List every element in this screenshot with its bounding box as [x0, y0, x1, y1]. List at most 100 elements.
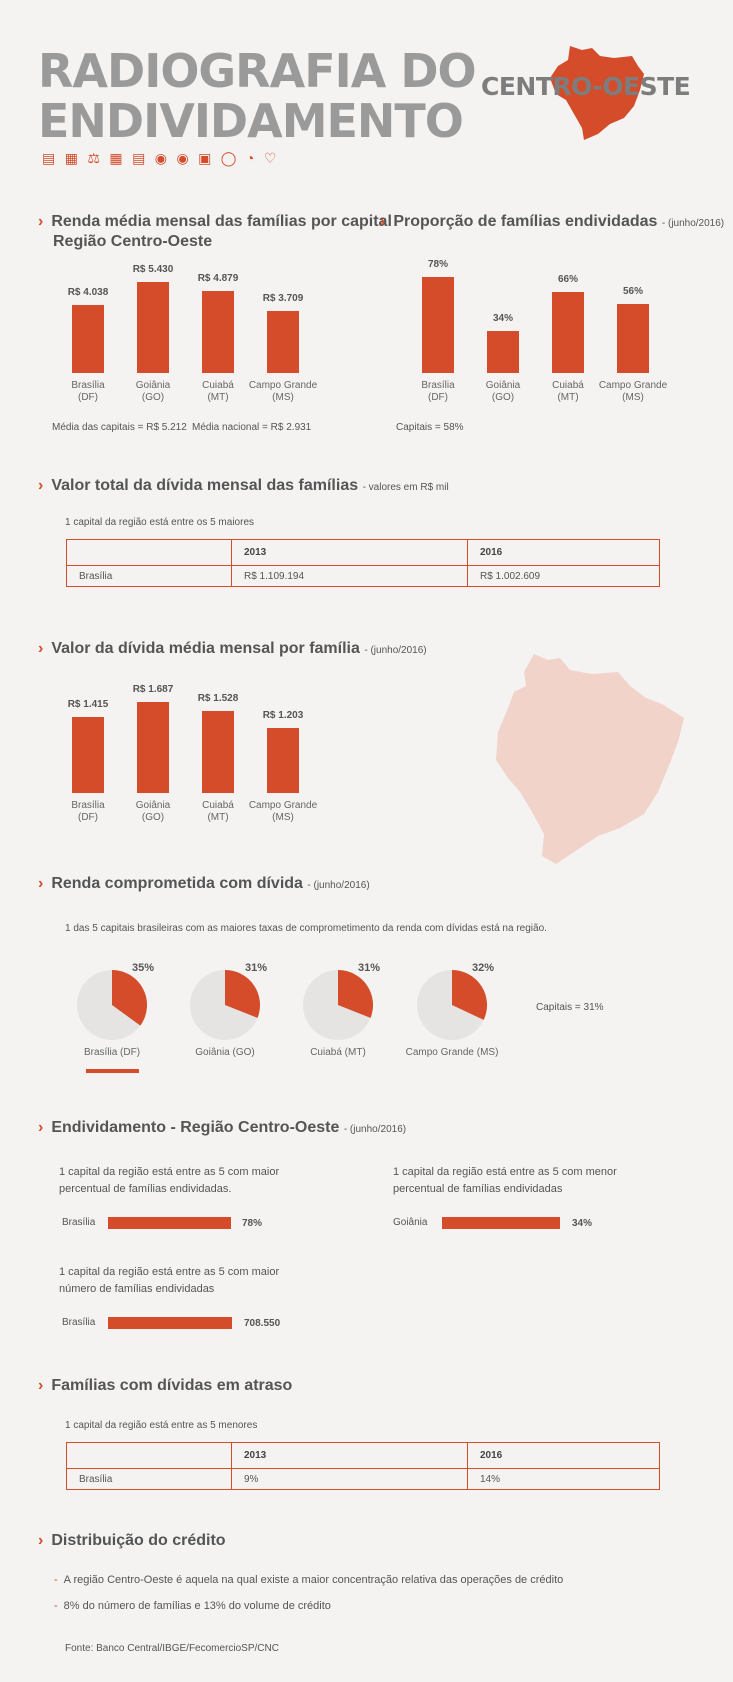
category-label: Campo Grande (MS): [598, 380, 668, 403]
sec7-note: 1 capital da região está entre as 5 meno…: [65, 1420, 258, 1431]
icon-row: ▤ ▦ ⚖ ▦ ▤ ◉ ◉ ▣ ◯ ◔ ♡: [42, 150, 281, 168]
b3-text-line2: número de famílias endividadas: [59, 1283, 215, 1295]
chevron-right-icon: ›: [38, 1532, 44, 1549]
b2-text: 1 capital da região está entre as 5 com …: [393, 1164, 617, 1198]
category-label: Goiânia (GO): [135, 800, 171, 823]
b1-value: 78%: [242, 1218, 263, 1229]
pie-value-label: 31%: [358, 962, 381, 974]
bar-value-label: R$ 1.528: [197, 693, 239, 704]
table-header-2016: 2016: [467, 539, 660, 566]
table-cell-2013: R$ 1.109.194: [231, 565, 468, 587]
bar: [422, 277, 454, 373]
pie-chart: [303, 970, 373, 1040]
bar: [137, 282, 169, 373]
bar-value-label: R$ 1.415: [67, 699, 109, 710]
pie-icon: ◔: [245, 150, 255, 166]
category-label: Cuiabá (MT): [552, 380, 584, 403]
pie-category-label: Brasília (DF): [83, 1047, 141, 1058]
bar: [617, 304, 649, 373]
bar: [72, 305, 104, 373]
sec6-title: Endividamento - Região Centro-Oeste: [51, 1119, 340, 1136]
sec4-subtitle: - (junho/2016): [364, 645, 427, 656]
table-header-row: 2013 2016: [66, 539, 660, 566]
bar-chart-proporcao: 78% Brasília (DF) 34% Goiânia (GO) 66% Cuiabá (M…: [400, 255, 700, 415]
sec1-title-line1: Renda média mensal das famílias por capi…: [51, 213, 392, 230]
chevron-right-icon: ›: [38, 213, 44, 230]
note-capitais-31: Capitais = 31%: [536, 1002, 604, 1013]
bar: [267, 311, 299, 373]
highlight-underline: [86, 1069, 139, 1073]
sec2-title: Proporção de famílias endividadas: [393, 213, 658, 230]
chevron-right-icon: ›: [38, 477, 44, 494]
bar: [72, 717, 104, 793]
bar: [202, 711, 234, 793]
category-label: Brasília (DF): [421, 380, 455, 403]
bar-value-label: R$ 4.879: [197, 273, 239, 284]
category-label: Cuiabá (MT): [202, 800, 234, 823]
b1-text: 1 capital da região está entre as 5 com …: [59, 1164, 279, 1198]
sec3-subtitle: - valores em R$ mil: [362, 482, 449, 493]
pie-chart: [190, 970, 260, 1040]
sec5-note: 1 das 5 capitais brasileiras com as maio…: [65, 923, 547, 934]
sec5-subtitle: - (junho/2016): [307, 880, 370, 891]
table-row: Brasília 9% 14%: [66, 1468, 660, 1490]
note-capitais-58: Capitais = 58%: [396, 422, 464, 433]
category-label: Goiânia (GO): [135, 380, 171, 403]
source-note: Fonte: Banco Central/IBGE/FecomercioSP/C…: [65, 1643, 279, 1654]
title-line-1: RADIOGRAFIA DO: [38, 44, 477, 98]
chevron-right-icon: ›: [380, 213, 386, 230]
bar-value-label: 78%: [427, 259, 448, 270]
b2-bar: [442, 1217, 560, 1229]
bar-chart-divida-media: R$ 1.415 Brasília (DF) R$ 1.687 Goiânia (GO) R…: [50, 675, 350, 835]
section-title-renda-media: › Renda média mensal das famílias por cap…: [38, 212, 392, 252]
bar: [267, 728, 299, 793]
sec3-title: Valor total da dívida mensal das família…: [51, 477, 359, 494]
pie-chart: [77, 970, 147, 1040]
bar-value-label: R$ 5.430: [132, 264, 174, 275]
heart-icon: ♡: [263, 150, 277, 166]
shield-icon: ◯: [220, 150, 237, 166]
b1-text-line2: percentual de famílias endividadas.: [59, 1183, 232, 1195]
table-cell-city: Brasília: [66, 565, 232, 587]
chevron-right-icon: ›: [38, 1119, 44, 1136]
chevron-right-icon: ›: [38, 640, 44, 657]
b3-text-line1: 1 capital da região está entre as 5 com …: [59, 1266, 280, 1278]
table-cell-city: Brasília: [66, 1468, 232, 1490]
bar-value-label: 66%: [557, 274, 578, 285]
page-title: RADIOGRAFIA DO ENDIVIDAMENTO: [38, 44, 477, 146]
bar-value-label: 34%: [492, 313, 513, 324]
table-header-empty: [66, 1442, 232, 1469]
table-cell-2013: 9%: [231, 1468, 468, 1490]
region-title: CENTRO-OESTE: [481, 72, 691, 101]
section-title-distribuicao-credito: › Distribuição do crédito: [38, 1531, 226, 1551]
pie-slice: [338, 970, 373, 1018]
chevron-right-icon: ›: [38, 1377, 44, 1394]
b3-bar: [108, 1317, 232, 1329]
b3-value: 708.550: [244, 1318, 281, 1329]
section-title-valor-total: › Valor total da dívida mensal das famíli…: [38, 476, 449, 498]
bar-value-label: R$ 1.203: [262, 710, 304, 721]
section-title-renda-comprometida: › Renda comprometida com dívida - (junho/…: [38, 874, 370, 896]
b2-text-line2: percentual de famílias endividadas: [393, 1183, 563, 1195]
sec3-note: 1 capital da região está entre os 5 maio…: [65, 517, 254, 528]
table-dividas-atraso: 2013 2016 Brasília 9% 14%: [66, 1442, 660, 1490]
bar-value-label: 56%: [622, 286, 643, 297]
chart-icon: ▤: [42, 150, 56, 166]
safe-icon: ▣: [198, 150, 212, 166]
pie-category-label: Goiânia (GO): [195, 1047, 255, 1058]
b3-text: 1 capital da região está entre as 5 com …: [59, 1264, 279, 1298]
scale-icon: ⚖: [87, 150, 100, 166]
sec5-title: Renda comprometida com dívida: [51, 875, 303, 892]
dash-icon: -: [54, 1600, 58, 1612]
centro-oeste-map-icon: [550, 46, 644, 140]
note-media-nacional: Média nacional = R$ 2.931: [192, 422, 312, 433]
category-label: Goiânia (GO): [485, 380, 521, 403]
note-media-capitais: Média das capitais = R$ 5.212: [52, 422, 187, 433]
centro-oeste-map-large-icon: [496, 654, 684, 864]
bar: [137, 702, 169, 793]
pie-value-label: 31%: [245, 962, 268, 974]
sec6-subtitle: - (junho/2016): [343, 1124, 407, 1135]
pie-category-label: Cuiabá (MT): [310, 1047, 366, 1058]
pie-slice: [225, 970, 260, 1018]
b1-bar: [108, 1217, 231, 1229]
